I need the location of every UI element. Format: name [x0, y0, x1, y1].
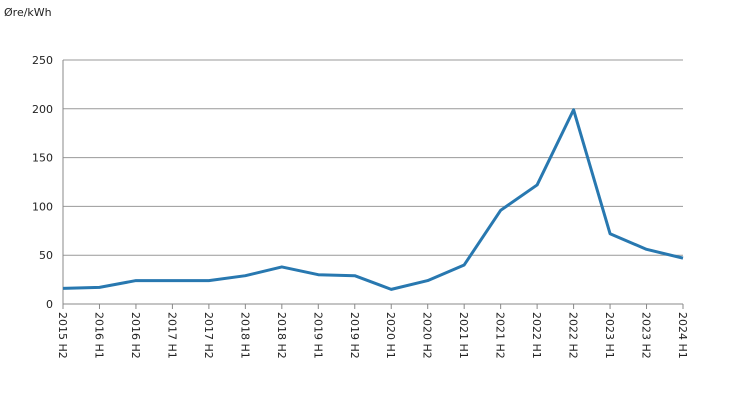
x-tick-label: 2015 H2: [56, 312, 69, 359]
x-tick-label: 2021 H1: [457, 312, 470, 359]
y-axis-label: Øre/kWh: [4, 6, 52, 19]
x-tick-label: 2024 H1: [676, 312, 689, 359]
line-series: [62, 108, 684, 291]
y-tick-label: 0: [46, 298, 53, 311]
x-tick-label: 2021 H2: [494, 312, 507, 359]
y-tick-label: 100: [32, 200, 53, 213]
x-tick-label: 2019 H2: [348, 312, 361, 359]
x-tick-label: 2020 H2: [421, 312, 434, 359]
x-tick-label: 2020 H1: [384, 312, 397, 359]
x-tick-label: 2016 H2: [129, 312, 142, 359]
y-tick-label: 250: [32, 54, 53, 67]
x-tick-label: 2019 H1: [311, 312, 324, 359]
x-tick-label: 2017 H1: [165, 312, 178, 359]
x-tick-label: 2022 H2: [567, 312, 580, 359]
x-tick-label: 2023 H1: [603, 312, 616, 359]
y-tick-label: 200: [32, 103, 53, 116]
x-tick-label: 2016 H1: [92, 312, 105, 359]
y-tick-label: 150: [32, 152, 53, 165]
y-tick-label: 50: [39, 249, 53, 262]
x-tick-label: 2018 H1: [238, 312, 251, 359]
x-tick-label: 2017 H2: [202, 312, 215, 359]
x-tick-label: 2018 H2: [275, 312, 288, 359]
x-tick-label: 2023 H2: [640, 312, 653, 359]
x-tick-label: 2022 H1: [530, 312, 543, 359]
